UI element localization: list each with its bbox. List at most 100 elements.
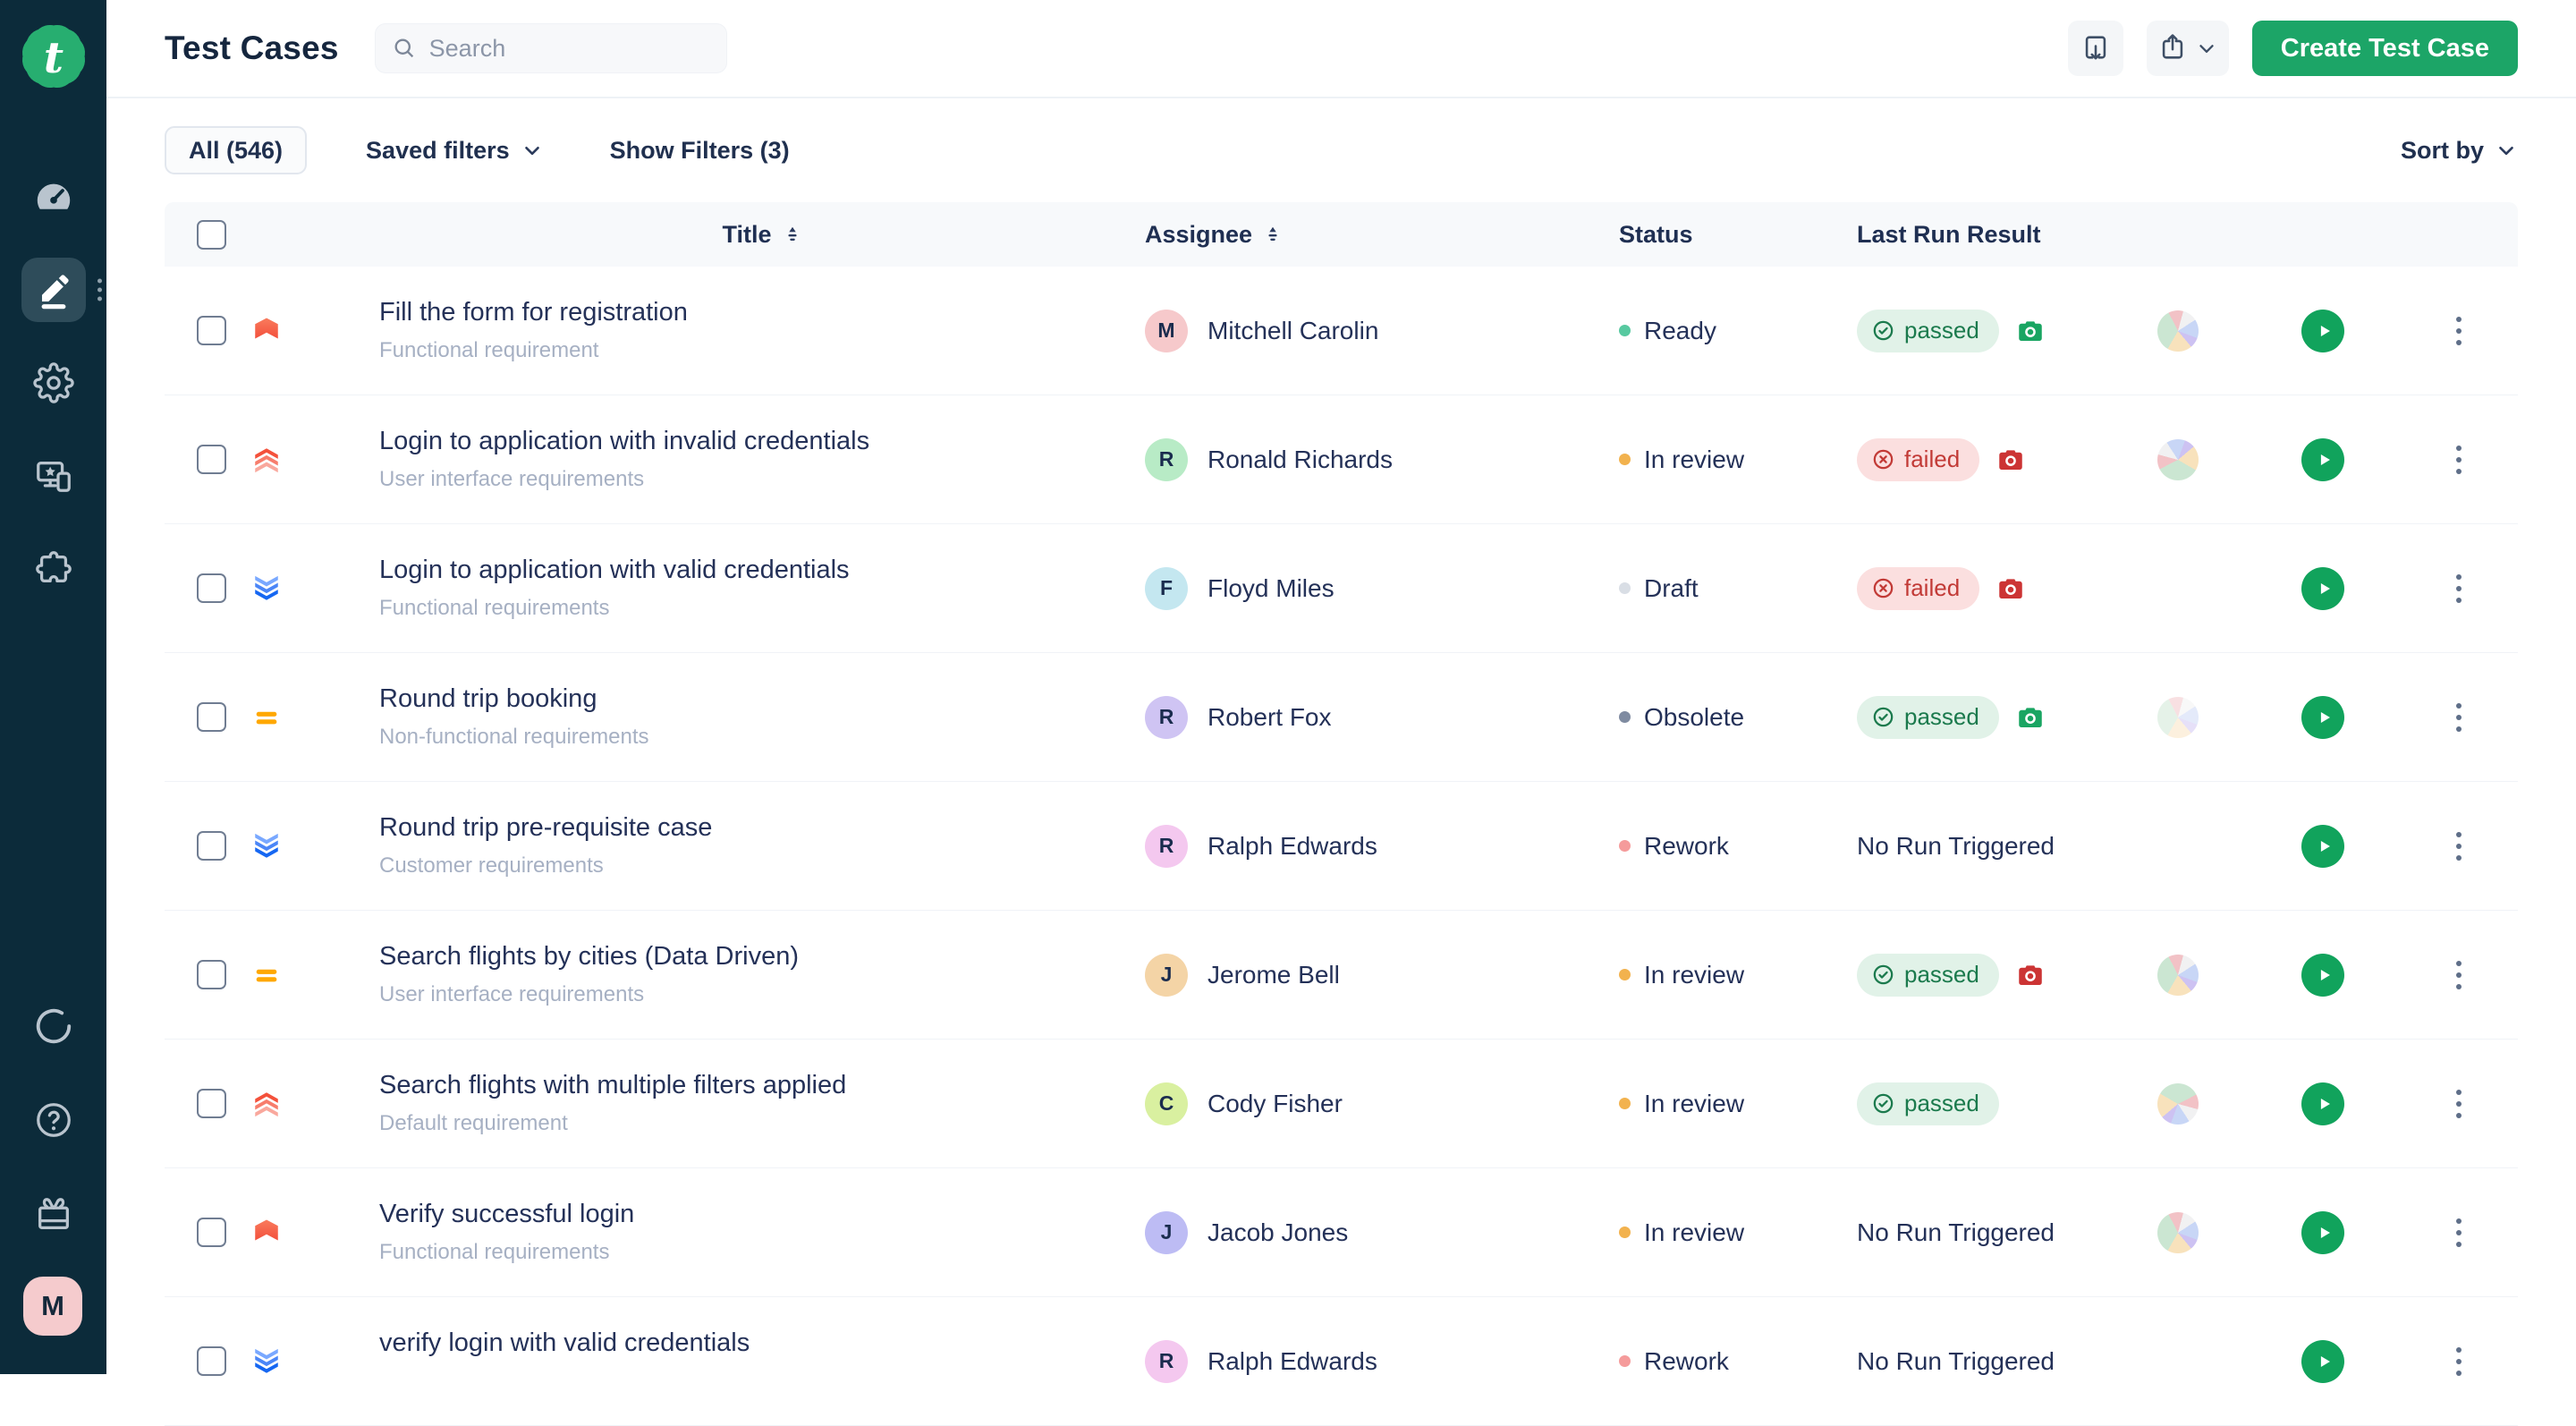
run-test-button[interactable] xyxy=(2301,309,2344,352)
run-stats-pie[interactable] xyxy=(2157,310,2199,352)
run-stats-pie[interactable] xyxy=(2157,1211,2199,1253)
show-filters-label: Show Filters (3) xyxy=(609,136,790,164)
row-checkbox[interactable] xyxy=(197,1346,226,1376)
show-filters-button[interactable]: Show Filters (3) xyxy=(610,137,790,165)
row-menu-kebab[interactable] xyxy=(2451,569,2467,608)
sort-icon[interactable] xyxy=(783,225,802,244)
test-case-title[interactable]: Fill the form for registration xyxy=(379,298,688,327)
sidebar-item-test-devices[interactable] xyxy=(0,429,106,522)
assignee-name: Floyd Miles xyxy=(1208,573,1335,602)
run-test-button[interactable] xyxy=(2301,695,2344,739)
table-header: Title Assignee Status Last Run Result xyxy=(165,202,2518,267)
row-checkbox[interactable] xyxy=(197,702,226,732)
row-menu-kebab[interactable] xyxy=(2451,440,2467,480)
assignee-name: Jerome Bell xyxy=(1208,960,1340,989)
search-box[interactable] xyxy=(374,23,727,73)
screenshot-camera-icon[interactable] xyxy=(2015,960,2046,990)
test-case-title[interactable]: Search flights with multiple filters app… xyxy=(379,1071,847,1099)
sidebar-item-settings[interactable] xyxy=(0,336,106,429)
result-label: passed xyxy=(1904,961,1979,988)
run-test-button[interactable] xyxy=(2301,953,2344,997)
status-label: In review xyxy=(1644,1089,1745,1117)
devices-icon xyxy=(33,455,74,497)
row-menu-kebab[interactable] xyxy=(2451,955,2467,995)
column-status[interactable]: Status xyxy=(1619,220,1693,248)
check-circle-icon xyxy=(1871,318,1895,343)
item-menu-dots-icon[interactable] xyxy=(97,278,102,301)
run-stats-pie[interactable] xyxy=(2157,1082,2199,1125)
row-menu-kebab[interactable] xyxy=(2451,827,2467,866)
app-logo[interactable]: t xyxy=(15,18,92,95)
priority-highest-icon xyxy=(251,1217,282,1248)
test-case-title[interactable]: verify login with valid credentials xyxy=(379,1328,750,1357)
run-test-button[interactable] xyxy=(2301,1210,2344,1254)
filter-bar: All (546) Saved filters Show Filters (3)… xyxy=(106,98,2576,202)
row-checkbox[interactable] xyxy=(197,960,226,989)
run-test-button[interactable] xyxy=(2301,437,2344,481)
screenshot-camera-icon[interactable] xyxy=(1996,445,2026,475)
test-cases-table: Title Assignee Status Last Run Result Fi… xyxy=(165,202,2518,1426)
column-last-run-result[interactable]: Last Run Result xyxy=(1857,220,2041,248)
test-case-title[interactable]: Round trip pre-requisite case xyxy=(379,813,713,842)
sort-icon[interactable] xyxy=(1263,225,1283,244)
filter-all-button[interactable]: All (546) xyxy=(165,126,308,174)
assignee-name: Cody Fisher xyxy=(1208,1089,1343,1117)
run-stats-pie[interactable] xyxy=(2157,954,2199,996)
sidebar-item-whats-new[interactable] xyxy=(0,1167,106,1260)
test-case-title[interactable]: Search flights by cities (Data Driven) xyxy=(379,942,799,971)
play-icon xyxy=(2312,579,2334,598)
run-test-button[interactable] xyxy=(2301,824,2344,868)
assignee-name: Ralph Edwards xyxy=(1208,1346,1377,1375)
sidebar-item-sync[interactable] xyxy=(0,979,106,1073)
screenshot-camera-icon[interactable] xyxy=(2015,702,2046,733)
column-assignee[interactable]: Assignee xyxy=(1145,220,1253,248)
screenshot-camera-icon[interactable] xyxy=(2015,316,2046,346)
assignee-avatar: R xyxy=(1145,1339,1188,1383)
run-stats-pie[interactable] xyxy=(2157,696,2199,738)
run-test-button[interactable] xyxy=(2301,566,2344,610)
play-icon xyxy=(2312,1094,2334,1114)
create-test-case-button[interactable]: Create Test Case xyxy=(2251,21,2518,76)
import-button[interactable] xyxy=(2067,21,2123,76)
status-dot xyxy=(1619,454,1631,465)
no-run-label: No Run Triggered xyxy=(1857,1346,2055,1375)
export-icon xyxy=(2157,32,2188,65)
row-checkbox[interactable] xyxy=(197,445,226,474)
run-stats-pie[interactable] xyxy=(2157,438,2199,480)
row-menu-kebab[interactable] xyxy=(2451,1084,2467,1124)
sidebar-item-help[interactable] xyxy=(0,1073,106,1167)
search-input[interactable] xyxy=(428,34,710,63)
question-icon xyxy=(33,1099,74,1141)
export-button[interactable] xyxy=(2146,21,2229,76)
test-case-title[interactable]: Round trip booking xyxy=(379,684,597,713)
row-menu-kebab[interactable] xyxy=(2451,698,2467,737)
status-label: Ready xyxy=(1644,316,1716,344)
test-case-title[interactable]: Login to application with invalid creden… xyxy=(379,427,870,455)
row-checkbox[interactable] xyxy=(197,1218,226,1247)
search-icon xyxy=(394,38,413,58)
result-badge-failed: failed xyxy=(1857,437,1980,481)
column-title[interactable]: Title xyxy=(722,220,772,248)
play-icon xyxy=(2312,708,2334,727)
test-case-title[interactable]: Verify successful login xyxy=(379,1200,635,1228)
run-test-button[interactable] xyxy=(2301,1082,2344,1125)
row-checkbox[interactable] xyxy=(197,573,226,603)
screenshot-camera-icon[interactable] xyxy=(1996,573,2026,604)
sidebar-item-dashboard[interactable] xyxy=(0,150,106,243)
result-badge-passed: passed xyxy=(1857,695,1999,739)
run-test-button[interactable] xyxy=(2301,1339,2344,1383)
row-checkbox[interactable] xyxy=(197,831,226,861)
row-checkbox[interactable] xyxy=(197,1089,226,1118)
row-menu-kebab[interactable] xyxy=(2451,311,2467,351)
sidebar-item-integrations[interactable] xyxy=(0,522,106,615)
row-menu-kebab[interactable] xyxy=(2451,1213,2467,1252)
row-checkbox[interactable] xyxy=(197,316,226,345)
sidebar-item-test-cases[interactable] xyxy=(0,243,106,336)
row-menu-kebab[interactable] xyxy=(2451,1342,2467,1381)
select-all-checkbox[interactable] xyxy=(197,219,226,250)
test-case-title[interactable]: Login to application with valid credenti… xyxy=(379,556,850,584)
play-icon xyxy=(2312,1352,2334,1371)
user-avatar[interactable]: M xyxy=(23,1277,82,1336)
saved-filters-dropdown[interactable]: Saved filters xyxy=(366,137,544,165)
sort-by-dropdown[interactable]: Sort by xyxy=(2401,137,2518,165)
